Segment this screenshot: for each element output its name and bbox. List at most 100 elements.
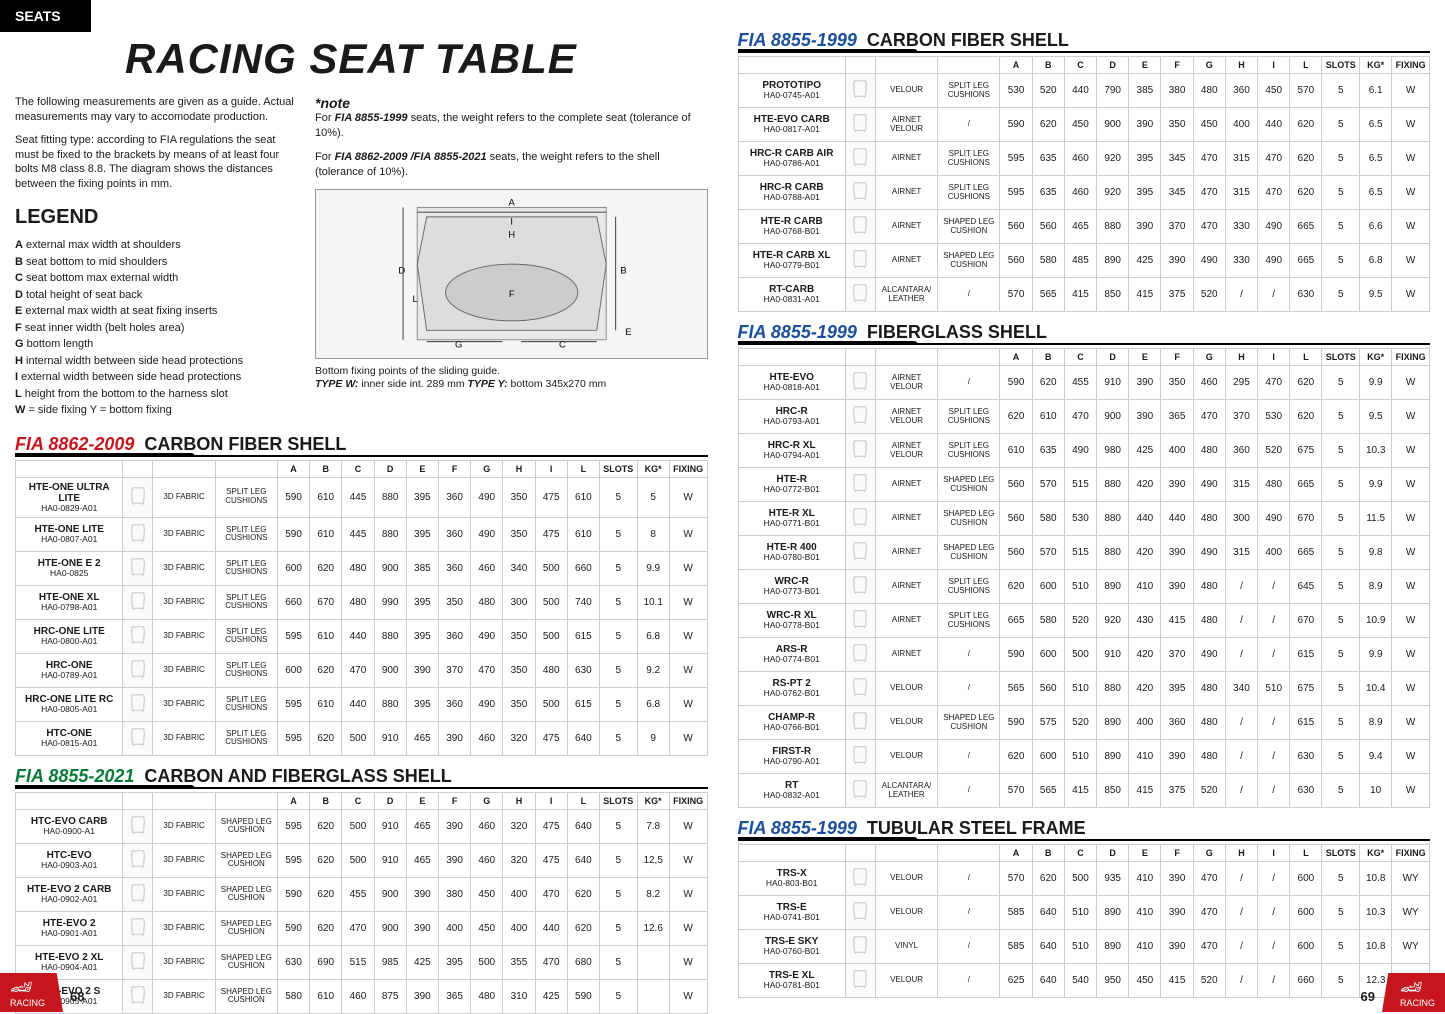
dim-cell: 490 — [1193, 638, 1225, 672]
dim-cell: 390 — [438, 843, 470, 877]
dim-cell: 370 — [1161, 210, 1193, 244]
material: 3D FABRIC — [153, 843, 215, 877]
material: 3D FABRIC — [153, 653, 215, 687]
cushion: / — [938, 672, 1000, 706]
dim-cell: 345 — [1161, 142, 1193, 176]
dim-cell: 10.3 — [1360, 896, 1392, 930]
dim-cell: 500 — [535, 687, 567, 721]
dim-cell: 635 — [1032, 142, 1064, 176]
dim-cell: / — [1258, 896, 1290, 930]
dim-cell: W — [1392, 604, 1430, 638]
dim-cell: 320 — [503, 721, 535, 755]
table-row: RS-PT 2HA0-0762-B01VELOUR/56556051088042… — [738, 672, 1430, 706]
dim-cell: 5 — [1322, 176, 1360, 210]
dim-cell: 620 — [1290, 176, 1322, 210]
shell-label: FIBERGLASS SHELL — [867, 322, 1047, 343]
note-title: *note — [315, 95, 708, 111]
table-row: HRC-R XLHA0-0794-A01AIRNET VELOURSPLIT L… — [738, 434, 1430, 468]
dim-cell: 590 — [1000, 638, 1032, 672]
seat-name: HTE-ONE LITEHA0-0807-A01 — [16, 517, 123, 551]
cushion: SHAPED LEG CUSHION — [215, 877, 277, 911]
dim-cell: 340 — [503, 551, 535, 585]
dim-cell: 850 — [1097, 774, 1129, 808]
dim-cell: 640 — [1032, 930, 1064, 964]
dim-cell: 480 — [1193, 502, 1225, 536]
dim-cell: 675 — [1290, 672, 1322, 706]
legend-row: F seat inner width (belt holes area) — [15, 320, 295, 337]
dim-cell: W — [669, 477, 707, 517]
seat-name: HTE-EVO 2HA0-0901-A01 — [16, 911, 123, 945]
seat-name: HTE-ONE ULTRA LITEHA0-0829-A01 — [16, 477, 123, 517]
table-row: HRC-ONEHA0-0789-A013D FABRICSPLIT LEG CU… — [16, 653, 708, 687]
dim-cell: 12,5 — [637, 843, 669, 877]
dim-cell: / — [1225, 278, 1257, 312]
dim-cell: 400 — [1129, 706, 1161, 740]
dim-cell: W — [1392, 672, 1430, 706]
col-header: B — [310, 460, 342, 477]
cushion: SHAPED LEG CUSHION — [215, 843, 277, 877]
dim-cell: 300 — [503, 585, 535, 619]
fia-label: FIA 8862-2009 — [15, 434, 134, 455]
dim-cell: 5 — [599, 477, 637, 517]
dim-cell: 600 — [1032, 740, 1064, 774]
material: AIRNET — [875, 638, 937, 672]
dim-cell: 890 — [1097, 930, 1129, 964]
dim-cell: 370 — [438, 653, 470, 687]
dim-cell: 515 — [1064, 468, 1096, 502]
dim-cell: 350 — [503, 477, 535, 517]
seat-icon — [845, 862, 875, 896]
dim-cell: 560 — [1000, 244, 1032, 278]
table-row: HTC-EVO CARBHA0-0900-A13D FABRICSHAPED L… — [16, 809, 708, 843]
dim-cell: 6.1 — [1360, 74, 1392, 108]
dim-cell: W — [669, 843, 707, 877]
dim-cell: 9.5 — [1360, 278, 1392, 312]
dim-cell: 490 — [1193, 536, 1225, 570]
dim-cell: 890 — [1097, 244, 1129, 278]
dim-cell: 460 — [471, 551, 503, 585]
col-header: E — [1129, 349, 1161, 366]
col-header: E — [1129, 57, 1161, 74]
dim-cell: 6.6 — [1360, 210, 1392, 244]
dim-cell: 10.1 — [637, 585, 669, 619]
car-icon: 🏎 — [10, 977, 45, 998]
dim-cell: 430 — [1129, 604, 1161, 638]
col-header: A — [1000, 57, 1032, 74]
dim-cell: 350 — [503, 687, 535, 721]
cushion: SHAPED LEG CUSHION — [215, 809, 277, 843]
dim-cell: 6.5 — [1360, 108, 1392, 142]
dim-cell: W — [1392, 142, 1430, 176]
dim-cell: 935 — [1097, 862, 1129, 896]
dim-cell: 595 — [277, 687, 309, 721]
dim-cell: 630 — [1290, 740, 1322, 774]
col-header: I — [1258, 349, 1290, 366]
footer-badge-left: 🏎 RACING — [0, 973, 63, 1012]
dim-cell: 415 — [1129, 278, 1161, 312]
cushion: SHAPED LEG CUSHION — [938, 536, 1000, 570]
dim-cell: 530 — [1064, 502, 1096, 536]
dim-cell: 470 — [535, 877, 567, 911]
dim-cell: 6.8 — [637, 619, 669, 653]
dim-cell: 635 — [1032, 176, 1064, 210]
dim-cell: 5 — [1322, 74, 1360, 108]
dim-cell: 470 — [342, 653, 374, 687]
dim-cell: 590 — [1000, 108, 1032, 142]
seat-icon — [123, 619, 153, 653]
seat-icon — [123, 517, 153, 551]
dim-cell: 11.5 — [1360, 502, 1392, 536]
dim-cell: 320 — [503, 809, 535, 843]
seat-name: RTHA0-0832-A01 — [738, 774, 845, 808]
table-row: ARS-RHA0-0774-B01AIRNET/5906005009104203… — [738, 638, 1430, 672]
dim-cell: 740 — [567, 585, 599, 619]
dim-cell: 5 — [1322, 366, 1360, 400]
dim-cell: 670 — [1290, 604, 1322, 638]
col-header: D — [374, 792, 406, 809]
dim-cell: 350 — [503, 619, 535, 653]
dim-cell: 490 — [471, 687, 503, 721]
legend-row: W = side fixing Y = bottom fixing — [15, 402, 295, 419]
dim-cell: 400 — [1225, 108, 1257, 142]
dim-cell: / — [1258, 740, 1290, 774]
dim-cell: / — [1225, 706, 1257, 740]
dim-cell: / — [1258, 604, 1290, 638]
dim-cell: 490 — [1258, 502, 1290, 536]
col-header: L — [1290, 845, 1322, 862]
